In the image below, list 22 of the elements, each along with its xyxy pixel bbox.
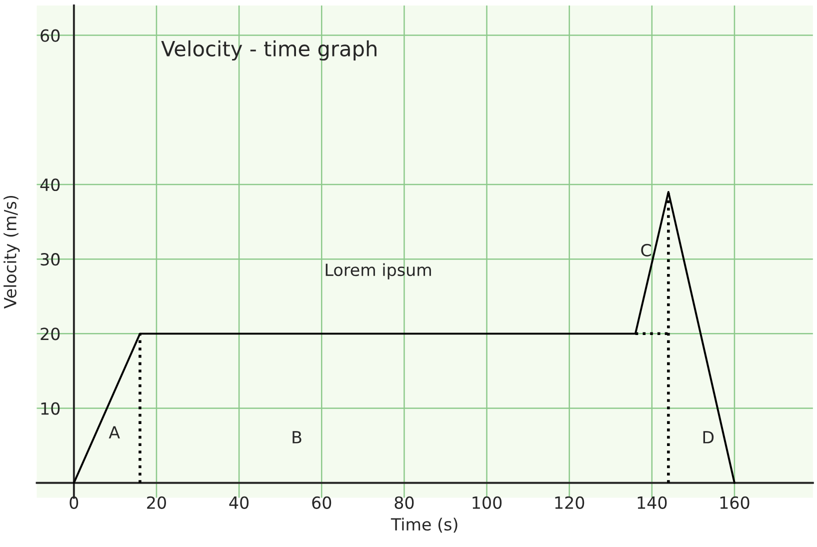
y-tick-label: 40 [40, 178, 60, 192]
text: Velocity - time graph [161, 40, 376, 61]
y-axis-title: Velocity (m/s) [4, 196, 20, 309]
x-axis-title: Time (s) [390, 518, 458, 533]
y-tick-label: 20 [40, 328, 60, 340]
x-tick-label: 160 [720, 496, 750, 509]
annotation: Lorem ipsum [326, 263, 431, 280]
x-tick-label: 40 [229, 496, 249, 509]
x-tick-label: 60 [312, 496, 332, 509]
x-tick-label: 140 [638, 496, 667, 509]
x-tick-label: 0 [70, 496, 78, 509]
x-tick-label: 100 [472, 496, 502, 509]
annotation: C [641, 244, 651, 256]
y-tick-label: 30 [40, 253, 60, 266]
y-tick-label: 10 [41, 402, 60, 415]
x-tick-label: 120 [555, 496, 584, 509]
y-tick-label: 60 [40, 29, 60, 42]
annotation: B [292, 431, 302, 444]
x-tick-label: 20 [147, 496, 166, 509]
annotation: A [108, 426, 120, 438]
x-tick-label: 80 [394, 496, 414, 509]
annotation: D [703, 431, 714, 444]
